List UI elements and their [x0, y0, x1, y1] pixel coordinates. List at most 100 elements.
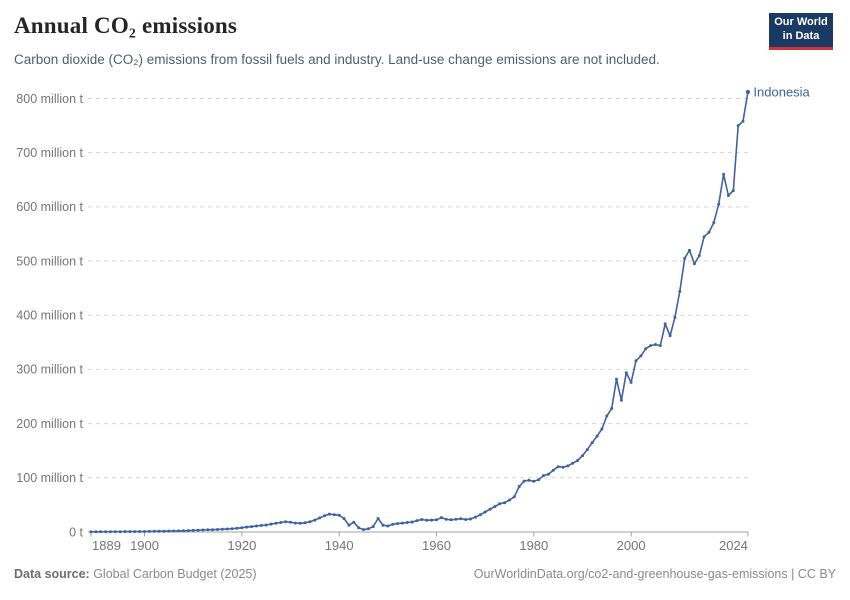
data-point-marker[interactable]	[692, 262, 696, 266]
data-point-marker[interactable]	[113, 530, 117, 534]
data-point-marker[interactable]	[284, 520, 288, 524]
data-point-marker[interactable]	[371, 525, 375, 529]
data-point-marker[interactable]	[342, 517, 346, 520]
data-point-marker[interactable]	[167, 529, 171, 533]
data-point-marker[interactable]	[683, 256, 687, 260]
data-point-marker[interactable]	[430, 518, 434, 522]
data-point-marker[interactable]	[128, 530, 132, 534]
data-point-marker[interactable]	[405, 521, 409, 524]
data-point-marker[interactable]	[678, 289, 682, 293]
data-point-marker[interactable]	[89, 530, 93, 534]
data-point-marker[interactable]	[99, 530, 103, 534]
data-point-marker[interactable]	[532, 479, 536, 483]
data-point-marker[interactable]	[542, 474, 545, 478]
data-point-marker[interactable]	[736, 124, 740, 128]
data-point-marker[interactable]	[483, 510, 487, 514]
data-point-marker[interactable]	[172, 529, 176, 533]
data-point-marker[interactable]	[303, 521, 307, 525]
data-point-marker[interactable]	[449, 518, 453, 522]
data-point-marker[interactable]	[196, 528, 200, 532]
data-point-marker[interactable]	[556, 465, 560, 469]
data-point-marker[interactable]	[240, 526, 244, 530]
data-point-marker[interactable]	[332, 513, 336, 517]
data-point-marker[interactable]	[473, 515, 477, 519]
data-point-marker[interactable]	[585, 448, 589, 452]
data-point-marker[interactable]	[225, 527, 229, 531]
data-point-marker[interactable]	[590, 441, 594, 445]
data-point-marker[interactable]	[688, 248, 691, 252]
data-point-marker[interactable]	[454, 517, 458, 521]
data-point-marker[interactable]	[551, 468, 555, 472]
data-point-marker[interactable]	[425, 518, 429, 522]
data-point-marker[interactable]	[420, 518, 424, 521]
data-point-marker[interactable]	[503, 501, 507, 505]
data-point-marker[interactable]	[527, 478, 531, 482]
data-point-marker[interactable]	[347, 523, 351, 527]
data-point-marker[interactable]	[118, 530, 122, 534]
data-point-marker[interactable]	[366, 527, 370, 531]
data-point-marker[interactable]	[595, 434, 599, 438]
data-point-marker[interactable]	[230, 527, 234, 531]
data-point-marker[interactable]	[581, 454, 584, 458]
data-point-marker[interactable]	[658, 344, 662, 348]
data-point-marker[interactable]	[352, 520, 356, 524]
entity-label-indonesia[interactable]: Indonesia	[753, 84, 810, 99]
data-point-marker[interactable]	[386, 524, 390, 528]
data-point-marker[interactable]	[619, 398, 623, 402]
data-point-marker[interactable]	[357, 526, 361, 530]
data-point-marker[interactable]	[663, 322, 667, 326]
data-point-marker[interactable]	[615, 377, 618, 381]
data-point-marker[interactable]	[104, 530, 108, 534]
data-point-marker[interactable]	[289, 520, 292, 524]
data-point-marker[interactable]	[220, 527, 224, 531]
data-point-marker[interactable]	[298, 521, 302, 525]
data-point-marker[interactable]	[400, 521, 404, 525]
data-point-marker[interactable]	[293, 521, 297, 525]
data-point-marker[interactable]	[726, 194, 730, 197]
data-point-marker[interactable]	[313, 518, 317, 522]
data-point-marker[interactable]	[702, 235, 706, 239]
data-point-marker[interactable]	[133, 530, 137, 534]
data-point-marker[interactable]	[162, 529, 166, 533]
data-point-marker[interactable]	[245, 525, 249, 529]
data-point-marker[interactable]	[337, 513, 341, 517]
data-point-marker[interactable]	[250, 525, 254, 529]
data-point-marker[interactable]	[376, 517, 380, 520]
data-point-marker[interactable]	[381, 523, 385, 527]
data-point-marker[interactable]	[741, 119, 745, 123]
data-point-marker[interactable]	[94, 530, 98, 534]
data-point-marker[interactable]	[264, 523, 268, 527]
data-point-marker[interactable]	[561, 465, 565, 469]
data-point-marker[interactable]	[206, 528, 210, 532]
data-point-marker[interactable]	[235, 526, 239, 530]
data-point-marker[interactable]	[634, 359, 638, 363]
data-point-marker[interactable]	[327, 512, 331, 516]
data-point-marker[interactable]	[668, 334, 672, 338]
data-point-marker[interactable]	[498, 502, 502, 506]
data-point-marker[interactable]	[624, 371, 628, 375]
data-point-marker[interactable]	[610, 407, 614, 410]
data-point-marker[interactable]	[269, 522, 273, 526]
data-point-marker[interactable]	[279, 521, 283, 524]
footer-citation-link[interactable]: OurWorldinData.org/co2-and-greenhouse-ga…	[473, 567, 836, 581]
data-point-marker[interactable]	[576, 459, 580, 462]
data-point-marker[interactable]	[512, 495, 516, 499]
data-point-marker[interactable]	[644, 347, 648, 351]
data-point-marker[interactable]	[508, 498, 511, 502]
data-point-marker[interactable]	[323, 514, 327, 518]
data-point-marker[interactable]	[649, 344, 653, 348]
indonesia-series-line[interactable]	[90, 91, 749, 533]
data-point-marker[interactable]	[654, 343, 657, 346]
data-point-marker[interactable]	[415, 519, 419, 523]
data-point-marker[interactable]	[745, 89, 751, 95]
data-point-marker[interactable]	[435, 518, 438, 522]
data-point-marker[interactable]	[147, 529, 151, 533]
data-point-marker[interactable]	[444, 517, 448, 521]
data-point-marker[interactable]	[600, 427, 604, 431]
data-point-marker[interactable]	[459, 517, 463, 521]
data-point-marker[interactable]	[318, 516, 322, 520]
data-point-marker[interactable]	[143, 530, 146, 533]
data-point-marker[interactable]	[182, 529, 185, 533]
data-point-marker[interactable]	[478, 513, 482, 517]
data-point-marker[interactable]	[308, 520, 312, 524]
